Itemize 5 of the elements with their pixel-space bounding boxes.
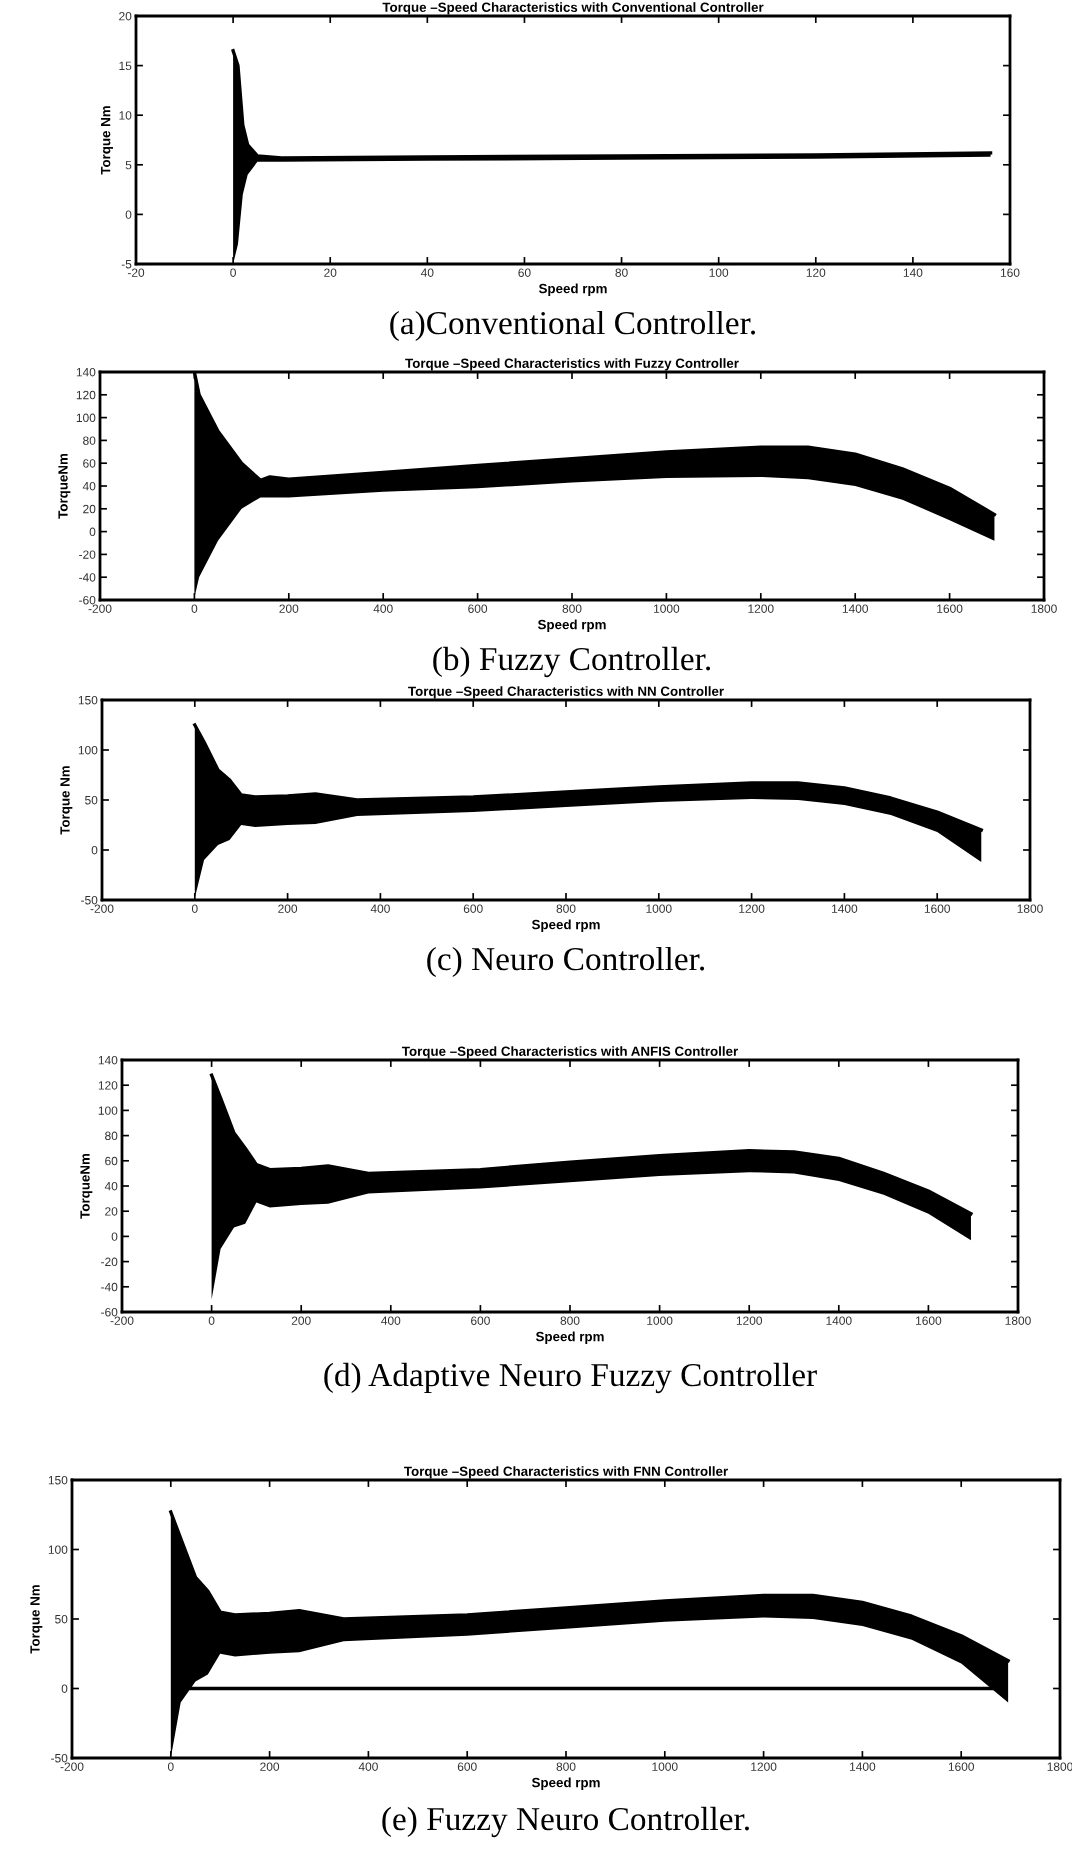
text: (a)Conventional Controller.: [390, 310, 756, 342]
text: (d) Adaptive Neuro Fuzzy Controller: [324, 1362, 817, 1394]
text: (b) Fuzzy Controller.: [433, 646, 711, 678]
text: (c) Neuro Controller.: [427, 946, 705, 978]
text: (e) Fuzzy Neuro Controller.: [382, 1806, 749, 1838]
